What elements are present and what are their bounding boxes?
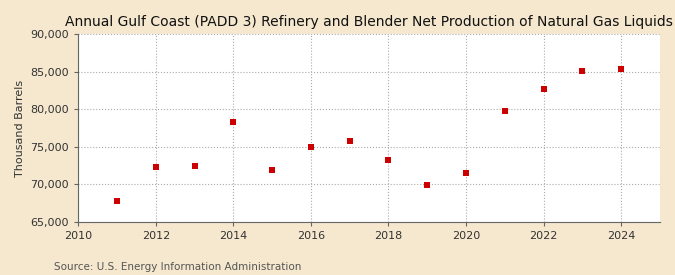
Point (189, 163, 200, 168)
Y-axis label: Thousand Barrels: Thousand Barrels (15, 79, 25, 177)
Point (538, 86, 549, 91)
Point (577, 69, 588, 74)
Point (267, 168, 277, 172)
Title: Annual Gulf Coast (PADD 3) Refinery and Blender Net Production of Natural Gas Li: Annual Gulf Coast (PADD 3) Refinery and … (65, 15, 673, 29)
Point (151, 165, 161, 170)
Point (383, 157, 394, 162)
Text: Source: U.S. Energy Information Administration: Source: U.S. Energy Information Administ… (54, 262, 301, 272)
Point (616, 67, 626, 71)
Point (422, 182, 433, 187)
Point (500, 109, 510, 113)
Point (460, 171, 471, 175)
Point (228, 120, 239, 125)
Point (344, 139, 355, 143)
Point (306, 145, 317, 149)
Point (111, 199, 122, 203)
